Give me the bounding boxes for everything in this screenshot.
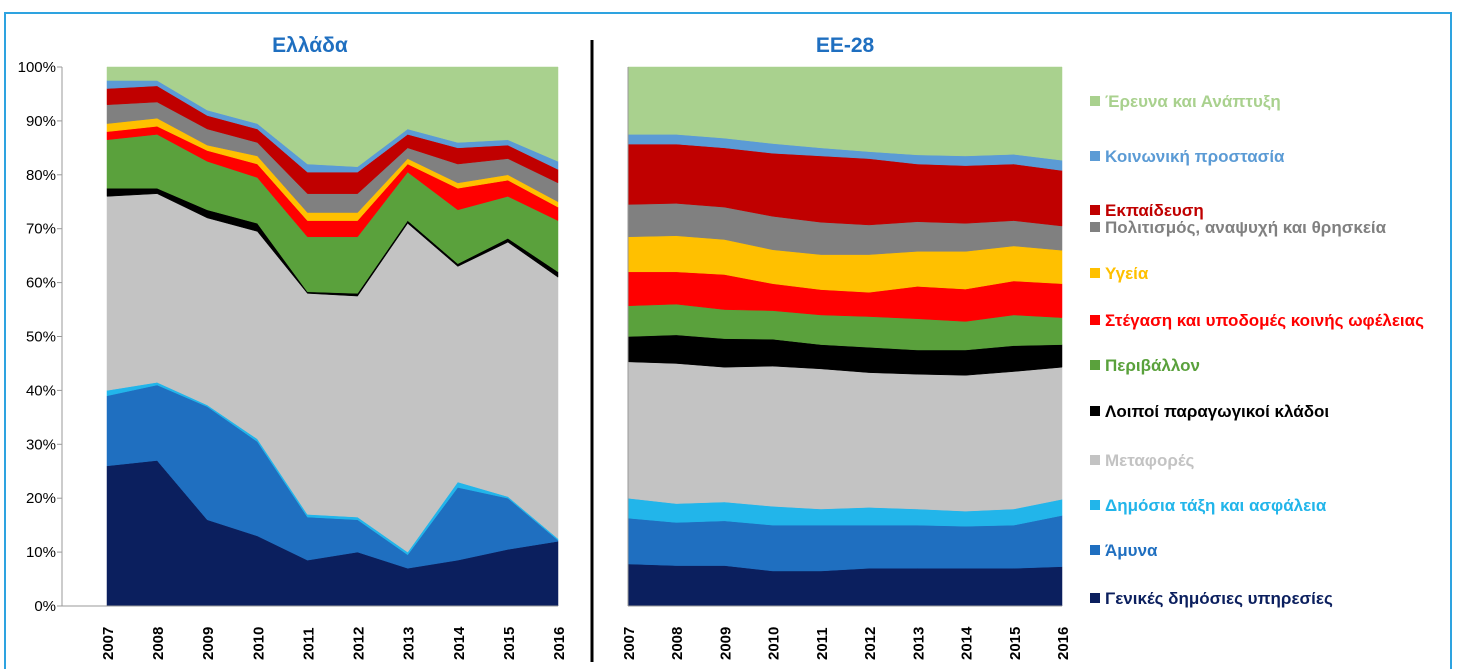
y-tick-label: 80%: [26, 167, 56, 184]
legend-swatch: [1090, 455, 1100, 465]
legend-swatch: [1090, 268, 1100, 278]
x-tick-label: 2010: [766, 627, 783, 660]
x-tick-label: 2016: [551, 627, 568, 660]
legend-label: Μεταφορές: [1105, 451, 1195, 470]
legend-item: Πολιτισμός, αναψυχή και θρησκεία: [1090, 217, 1435, 239]
x-tick-label: 2007: [100, 627, 117, 660]
legend-label: Εκπαίδευση: [1105, 201, 1204, 220]
legend-swatch: [1090, 315, 1100, 325]
legend-swatch: [1090, 96, 1100, 106]
y-tick-label: 50%: [26, 329, 56, 346]
legend-item: Δημόσια τάξη και ασφάλεια: [1090, 495, 1435, 517]
x-tick-label: 2010: [250, 627, 267, 660]
x-tick-label: 2014: [959, 626, 976, 660]
legend-item: Εκπαίδευση: [1090, 200, 1435, 222]
legend-label: Υγεία: [1105, 264, 1149, 283]
legend-swatch: [1090, 360, 1100, 370]
legend-swatch: [1090, 500, 1100, 510]
legend-item: Κοινωνική προστασία: [1090, 146, 1435, 168]
legend-label: Άμυνα: [1105, 541, 1158, 560]
legend-item: Λοιποί παραγωγικοί κλάδοι: [1090, 401, 1435, 423]
legend-item: Στέγαση και υποδομές κοινής ωφέλειας: [1090, 310, 1435, 332]
y-tick-label: 30%: [26, 436, 56, 453]
legend-item: Περιβάλλον: [1090, 355, 1435, 377]
legend-swatch: [1090, 151, 1100, 161]
frame: [4, 12, 1452, 669]
y-tick-label: 90%: [26, 113, 56, 130]
y-tick-label: 0%: [34, 598, 56, 615]
legend-label: Δημόσια τάξη και ασφάλεια: [1105, 496, 1327, 515]
legend-swatch: [1090, 222, 1100, 232]
legend-label: Κοινωνική προστασία: [1105, 147, 1285, 166]
x-tick-label: 2012: [351, 627, 368, 660]
legend-label: Γενικές δημόσιες υπηρεσίες: [1105, 589, 1333, 608]
legend-item: Έρευνα και Ανάπτυξη: [1090, 91, 1435, 113]
legend-swatch: [1090, 545, 1100, 555]
chart-title: Ελλάδα: [272, 34, 348, 57]
x-tick-label: 2015: [501, 627, 518, 660]
x-tick-label: 2016: [1055, 627, 1072, 660]
legend-swatch: [1090, 406, 1100, 416]
y-tick-label: 100%: [18, 59, 56, 76]
chart-title: ΕΕ-28: [816, 34, 875, 57]
area: [627, 563, 1063, 607]
x-tick-label: 2007: [621, 627, 638, 660]
legend-label: Στέγαση και υποδομές κοινής ωφέλειας: [1105, 311, 1424, 330]
legend-item: Γενικές δημόσιες υπηρεσίες: [1090, 588, 1435, 610]
x-tick-label: 2009: [200, 627, 217, 660]
x-tick-label: 2008: [150, 627, 167, 660]
legend-swatch: [1090, 205, 1100, 215]
legend-label: Πολιτισμός, αναψυχή και θρησκεία: [1105, 218, 1387, 237]
legend-label: Περιβάλλον: [1105, 356, 1200, 375]
x-tick-label: 2015: [1007, 627, 1024, 660]
y-tick-label: 10%: [26, 544, 56, 561]
area: [627, 361, 1063, 512]
legend-item: Υγεία: [1090, 263, 1435, 285]
x-tick-label: 2013: [910, 627, 927, 660]
x-tick-label: 2008: [669, 627, 686, 660]
x-tick-label: 2013: [401, 627, 418, 660]
x-tick-label: 2011: [814, 627, 831, 660]
y-tick-label: 40%: [26, 382, 56, 399]
legend-label: Έρευνα και Ανάπτυξη: [1105, 92, 1281, 111]
legend-swatch: [1090, 593, 1100, 603]
x-tick-label: 2009: [717, 627, 734, 660]
area: [106, 66, 559, 167]
x-tick-label: 2011: [300, 627, 317, 660]
area: [627, 66, 1063, 161]
legend-item: Άμυνα: [1090, 540, 1435, 562]
x-tick-label: 2012: [862, 627, 879, 660]
x-tick-label: 2014: [451, 626, 468, 660]
y-tick-label: 20%: [26, 490, 56, 507]
y-tick-label: 70%: [26, 221, 56, 238]
legend-item: Μεταφορές: [1090, 450, 1435, 472]
legend-label: Λοιποί παραγωγικοί κλάδοι: [1105, 402, 1330, 421]
y-tick-label: 60%: [26, 275, 56, 292]
